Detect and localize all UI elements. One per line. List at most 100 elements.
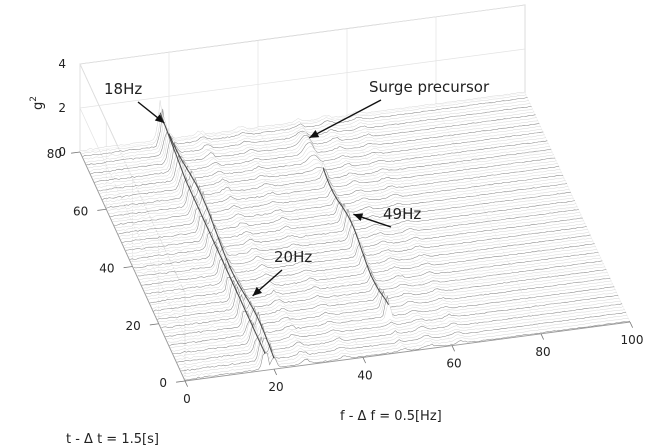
surface-slice-line: [112, 163, 558, 222]
x-tick-label: 100: [621, 333, 644, 347]
surface-slice-line: [182, 314, 628, 375]
surface-slice-fill: [179, 309, 625, 370]
y-tick-mark: [123, 266, 133, 269]
y-axis-label: t - Δ t = 1.5[s]: [66, 432, 159, 447]
annotation-arrow-head: [309, 130, 320, 138]
x-tick-mark: [184, 380, 188, 387]
surface-slice-line: [83, 100, 529, 160]
peak-ridge-line: [159, 112, 266, 354]
surface-slice-fill: [177, 303, 623, 364]
z-axis-label-exponent: 2: [29, 96, 39, 102]
x-tick-mark: [273, 369, 277, 376]
surface-slice-line: [174, 298, 620, 358]
surface-slice-fill: [175, 301, 621, 361]
surface-slice-line: [170, 289, 616, 348]
surface-slice-line: [90, 114, 536, 175]
annotation-label: 18Hz: [104, 80, 142, 98]
z-tick-labels: 0 2 4: [58, 57, 66, 159]
z-tick-label: 2: [58, 101, 66, 115]
peak-ridge-line: [168, 133, 275, 359]
z-axis-label: g2: [29, 96, 46, 110]
z-tick-label: 4: [58, 57, 66, 71]
surface-slice-line: [94, 123, 540, 183]
surface-slice-line: [144, 231, 590, 291]
surface-slice-fill: [170, 289, 616, 350]
x-tick-label: 0: [183, 392, 191, 406]
surface-slice-line: [178, 306, 624, 366]
peak-ridge-line: [322, 167, 390, 305]
surface-slice-fill: [171, 292, 617, 353]
surface-slice-line: [179, 309, 625, 369]
surface-slice-line: [183, 318, 629, 378]
x-tick-mark: [362, 357, 366, 364]
surface-slice-line: [148, 240, 594, 301]
surface-slice-line: [98, 131, 544, 192]
surface-slice-line: [110, 157, 556, 218]
x-tick-label: 20: [268, 380, 283, 394]
annotation-arrow-head: [252, 286, 262, 296]
surface-slice-line: [89, 111, 535, 172]
y-tick-labels: 0 20 40 60 80: [47, 147, 186, 390]
annotation-arrow-shaft: [309, 99, 382, 139]
surface-slice-line: [86, 106, 532, 166]
surface-slice-fill: [85, 103, 531, 164]
surface-slice-line: [85, 103, 531, 163]
y-tick-label: 20: [125, 319, 140, 333]
annotations: 18Hz 20Hz 49Hz Surge precursor: [104, 78, 490, 297]
surface-slice-line: [93, 120, 539, 180]
spectrum-surface: [79, 91, 631, 381]
surface-slice-line: [91, 117, 537, 177]
y-tick-label: 40: [99, 262, 114, 276]
surface-slice-line: [81, 94, 527, 155]
x-tick-mark: [451, 345, 455, 352]
z-axis-label-base: g: [31, 102, 46, 110]
y-tick-label: 0: [159, 376, 167, 390]
surface-slice-line: [171, 292, 617, 352]
surface-slice-fill: [80, 92, 525, 152]
surface-slice-fill: [182, 315, 628, 376]
surface-slice-line: [153, 252, 599, 312]
f-axis-line: [184, 321, 631, 382]
x-tick-label: 40: [357, 368, 372, 382]
x-axis-label: f - Δ f = 0.5[Hz]: [340, 409, 442, 424]
y-tick-mark: [176, 380, 186, 383]
annotation-label: Surge precursor: [369, 78, 490, 96]
surface-slice-fill: [183, 318, 629, 379]
surface-slice-fill: [173, 295, 619, 356]
surface-slice-line: [106, 148, 552, 209]
y-tick-mark: [71, 151, 81, 154]
annotation-arrow-head: [154, 114, 165, 123]
surface-slice-line: [99, 134, 545, 195]
surface-slice-line: [181, 311, 627, 372]
surface-slice-fill: [178, 306, 624, 367]
grid-line-back-z: [79, 48, 526, 109]
surface-slice-line: [114, 165, 560, 226]
surface-slice-line: [177, 303, 623, 363]
annotation-label: 20Hz: [274, 248, 312, 266]
x-tick-label: 80: [535, 345, 550, 359]
z-tick-label: 0: [58, 145, 66, 159]
surface-slice-line: [95, 126, 541, 186]
x-tick-label: 60: [446, 357, 461, 371]
surface-slice-line: [152, 249, 598, 309]
y-tick-label: 80: [47, 147, 62, 161]
surface-slice-line: [149, 243, 595, 304]
x-tick-labels: 0 20 40 60 80 100: [183, 321, 644, 406]
surface-slice-line: [96, 129, 543, 189]
annotation-arrow-head: [353, 213, 364, 221]
y-tick-mark: [97, 208, 107, 211]
surface-slice-fill: [83, 100, 529, 161]
surface-slice-line: [157, 260, 603, 320]
surface-slice-line: [184, 320, 631, 381]
surface-slice-line: [79, 91, 526, 152]
surface-slice-line: [108, 154, 554, 214]
x-tick-mark: [629, 321, 633, 328]
surface-slice-line: [175, 301, 621, 361]
surface-slice-line: [154, 255, 600, 315]
y-tick-mark: [149, 323, 159, 326]
annotation-label: 49Hz: [383, 205, 421, 223]
y-tick-label: 60: [73, 204, 88, 218]
surface-slice-line: [173, 295, 619, 354]
surface-slice-line: [150, 246, 596, 306]
